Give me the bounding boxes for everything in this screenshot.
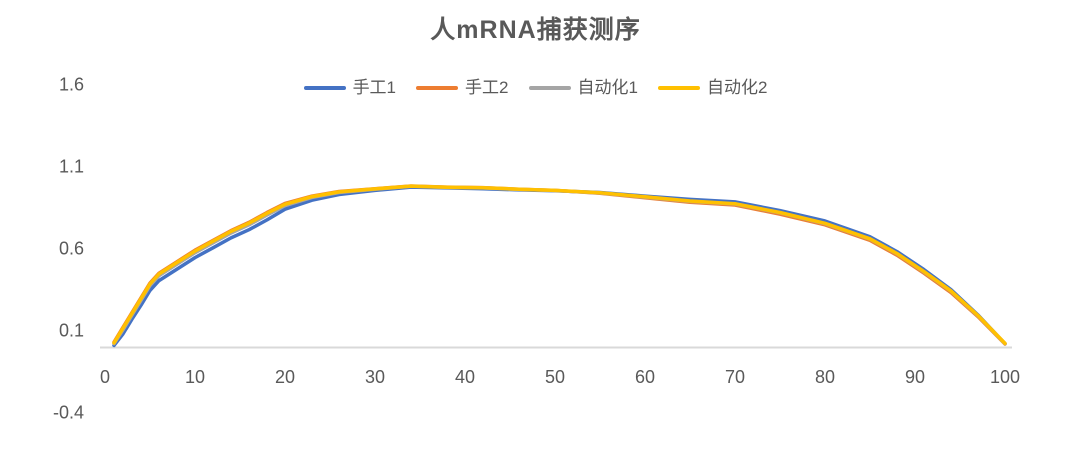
legend: 手工1 手工2 自动化1 自动化2 bbox=[0, 79, 1071, 96]
series-line-1 bbox=[112, 185, 1007, 348]
legend-line-swatch bbox=[657, 85, 700, 90]
legend-line-swatch bbox=[416, 85, 459, 90]
y-axis-tick-label: -0.4 bbox=[53, 403, 84, 423]
legend-item-series-4: 自动化2 bbox=[657, 78, 768, 97]
series-line-4 bbox=[112, 184, 1007, 346]
legend-label: 手工1 bbox=[352, 78, 397, 97]
y-axis-tick-label: 1.1 bbox=[59, 157, 84, 177]
x-axis-tick-label: 0 bbox=[100, 367, 110, 387]
chart-title: 人mRNA捕获测序 bbox=[430, 16, 641, 44]
x-axis-tick-label: 100 bbox=[990, 367, 1020, 387]
x-axis-tick-label: 20 bbox=[275, 367, 295, 387]
legend-label: 手工2 bbox=[465, 78, 509, 97]
y-axis-tick-label: 0.6 bbox=[59, 239, 84, 259]
legend-item-series-1: 手工1 bbox=[303, 78, 397, 97]
x-axis-tick-label: 80 bbox=[815, 367, 835, 387]
series-line-3 bbox=[112, 184, 1007, 346]
legend-item-series-2: 手工2 bbox=[416, 78, 509, 97]
x-axis-tick-label: 60 bbox=[635, 367, 655, 387]
legend-label: 自动化1 bbox=[577, 78, 638, 97]
legend-line-swatch bbox=[303, 85, 346, 90]
x-axis-tick-label: 90 bbox=[905, 367, 925, 387]
x-axis-tick-label: 10 bbox=[185, 367, 205, 387]
legend-label: 自动化2 bbox=[706, 78, 768, 97]
x-axis-tick-label: 50 bbox=[545, 367, 565, 387]
x-axis-tick-label: 40 bbox=[455, 367, 475, 387]
x-axis-tick-label: 30 bbox=[365, 367, 385, 387]
y-axis-tick-label: 0.1 bbox=[59, 321, 84, 341]
series-line-2 bbox=[112, 184, 1007, 346]
x-axis-tick-label: 70 bbox=[725, 367, 745, 387]
legend-line-swatch bbox=[528, 85, 571, 90]
y-axis-tick-label: 1.6 bbox=[59, 75, 84, 95]
legend-item-series-3: 自动化1 bbox=[528, 78, 638, 97]
